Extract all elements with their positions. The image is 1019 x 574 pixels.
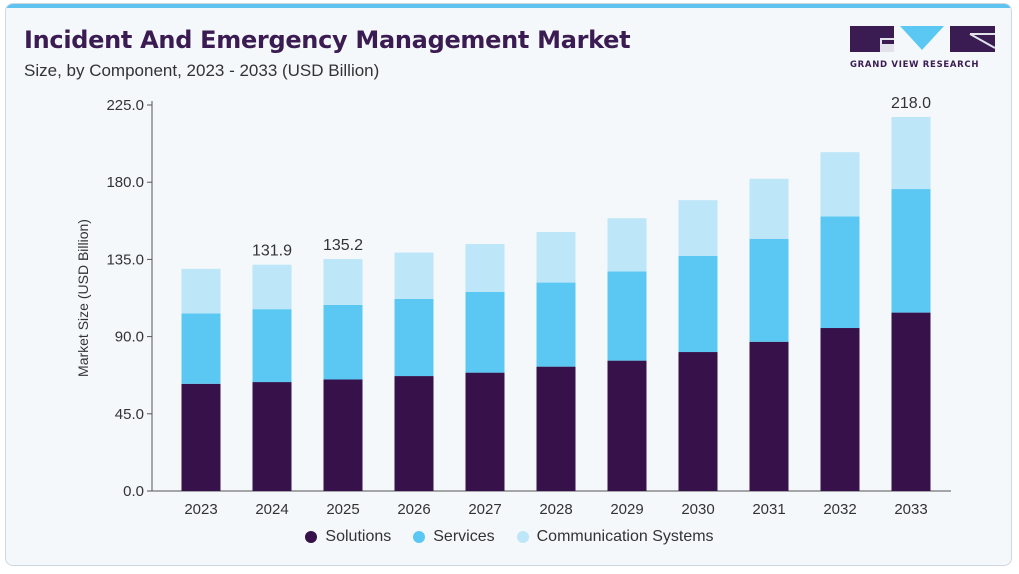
bar-services-2025 — [323, 304, 363, 380]
x-tick-label: 2028 — [539, 501, 572, 518]
accent-bar — [6, 4, 1011, 8]
y-tick-label: 135.0 — [106, 251, 144, 268]
bar-communication-systems-2026 — [394, 252, 434, 299]
data-label-2033: 218.0 — [891, 95, 931, 112]
x-tick-label: 2031 — [752, 501, 785, 518]
logo-text: GRAND VIEW RESEARCH — [850, 60, 980, 70]
bar-services-2031 — [749, 238, 789, 342]
data-label-2024: 131.9 — [252, 243, 292, 260]
x-tick-label: 2033 — [894, 501, 927, 518]
legend-label: Solutions — [325, 528, 392, 545]
bar-solutions-2024 — [252, 382, 292, 491]
x-tick-label: 2029 — [610, 501, 643, 518]
bar-communication-systems-2027 — [465, 243, 505, 292]
data-label-2025: 135.2 — [323, 237, 363, 254]
x-tick-label: 2023 — [184, 501, 217, 518]
y-axis-title: Market Size (USD Billion) — [75, 219, 91, 377]
bar-communication-systems-2031 — [749, 178, 789, 239]
x-tick-label: 2032 — [823, 501, 856, 518]
bar-communication-systems-2030 — [678, 200, 718, 256]
y-tick-label: 180.0 — [106, 174, 144, 191]
bar-solutions-2032 — [820, 328, 860, 491]
bar-communication-systems-2025 — [323, 259, 363, 305]
y-tick-label: 90.0 — [115, 329, 144, 346]
stacked-bar-chart: 0.0 45.0 90.0 135.0 180.0 225.0 Market Size (U… — [75, 95, 951, 518]
bar-solutions-2030 — [678, 352, 718, 491]
bar-communication-systems-2033 — [891, 117, 931, 190]
bar-services-2024 — [252, 309, 292, 383]
bar-solutions-2028 — [536, 366, 576, 491]
y-tick-label: 45.0 — [115, 406, 144, 423]
bar-solutions-2031 — [749, 341, 789, 491]
chart-subtitle: Size, by Component, 2023 - 2033 (USD Bil… — [24, 61, 380, 80]
legend-item-communication-systems: Communication Systems — [516, 528, 714, 546]
chart-legend: Solutions Services Communication Systems — [6, 528, 1011, 546]
legend-marker-icon — [413, 531, 426, 543]
y-tick-label: 225.0 — [106, 97, 144, 114]
x-tick-label: 2024 — [255, 501, 288, 518]
bar-services-2027 — [465, 291, 505, 373]
bar-services-2030 — [678, 255, 718, 353]
bar-solutions-2033 — [891, 312, 931, 491]
gvr-logo: GRAND VIEW RESEARCH — [850, 26, 996, 74]
x-tick-label: 2030 — [681, 501, 714, 518]
bar-communication-systems-2032 — [820, 152, 860, 217]
bar-communication-systems-2029 — [607, 218, 647, 272]
bar-services-2026 — [394, 298, 434, 377]
bar-services-2033 — [891, 189, 931, 313]
bar-services-2029 — [607, 271, 647, 361]
bar-communication-systems-2028 — [536, 231, 576, 283]
legend-marker-icon — [516, 531, 529, 543]
bar-solutions-2026 — [394, 376, 434, 491]
bar-solutions-2023 — [181, 383, 221, 491]
legend-item-services: Services — [413, 528, 495, 546]
chart-card: Incident And Emergency Management Market… — [5, 3, 1012, 566]
bar-services-2032 — [820, 216, 860, 329]
legend-label: Services — [433, 528, 495, 545]
chart-title: Incident And Emergency Management Market — [24, 26, 631, 54]
bar-solutions-2029 — [607, 360, 647, 491]
bar-services-2028 — [536, 282, 576, 367]
y-tick-label: 0.0 — [123, 483, 144, 500]
gvr-logo-icon — [850, 26, 996, 52]
bar-services-2023 — [181, 313, 221, 384]
legend-label: Communication Systems — [536, 528, 714, 545]
legend-item-solutions: Solutions — [305, 528, 391, 546]
bar-communication-systems-2024 — [252, 264, 292, 310]
x-tick-label: 2025 — [326, 501, 359, 518]
bar-communication-systems-2023 — [181, 268, 221, 314]
x-tick-label: 2027 — [468, 501, 501, 518]
bar-solutions-2025 — [323, 379, 363, 491]
x-tick-label: 2026 — [397, 501, 430, 518]
bar-solutions-2027 — [465, 372, 505, 491]
legend-marker-icon — [305, 531, 318, 543]
